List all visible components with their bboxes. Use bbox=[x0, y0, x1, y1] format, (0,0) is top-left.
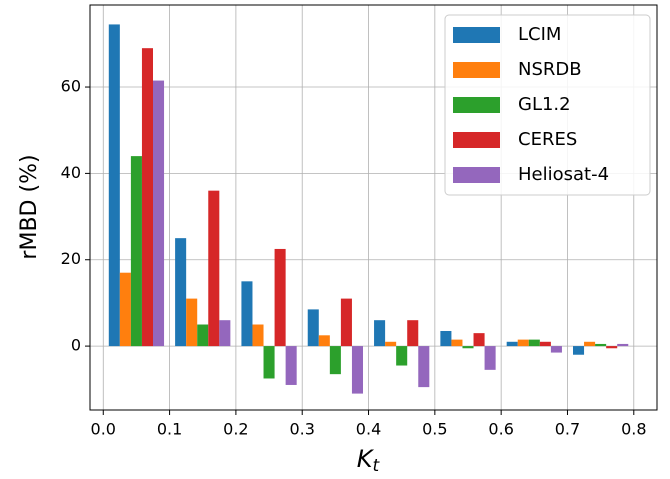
bar bbox=[374, 320, 386, 347]
y-axis-label: rMBD (%) bbox=[17, 154, 42, 259]
bar bbox=[407, 320, 419, 347]
bar bbox=[197, 324, 209, 347]
bar bbox=[108, 24, 120, 347]
plot-frame bbox=[89, 4, 658, 411]
legend-swatch bbox=[453, 97, 500, 113]
bar bbox=[329, 346, 341, 375]
bar bbox=[606, 346, 618, 349]
x-tick-label: 0.7 bbox=[555, 420, 580, 439]
y-tick-label: 60 bbox=[61, 77, 81, 96]
legend-swatch bbox=[453, 27, 500, 43]
bar bbox=[473, 333, 485, 347]
x-tick-label: 0.8 bbox=[621, 420, 646, 439]
legend-swatch bbox=[453, 62, 500, 78]
x-tick-label: 0.2 bbox=[223, 420, 248, 439]
x-tick-label: 0.1 bbox=[157, 420, 182, 439]
bar bbox=[274, 248, 286, 347]
bar bbox=[263, 346, 275, 379]
x-tick-label: 0.0 bbox=[91, 420, 116, 439]
bar bbox=[550, 346, 562, 353]
bar bbox=[517, 339, 529, 347]
bar bbox=[153, 80, 165, 347]
legend-swatch bbox=[453, 132, 500, 148]
bar bbox=[418, 346, 430, 388]
bar bbox=[219, 320, 231, 347]
x-tick-label: 0.5 bbox=[422, 420, 447, 439]
bar bbox=[119, 272, 131, 347]
bar bbox=[285, 346, 297, 385]
bar bbox=[484, 346, 496, 370]
bar bbox=[318, 335, 330, 347]
legend-label: LCIM bbox=[518, 24, 561, 45]
y-tick-label: 20 bbox=[61, 249, 81, 268]
y-tick-label: 0 bbox=[71, 336, 81, 355]
legend-label: CERES bbox=[518, 129, 577, 150]
x-tick-label: 0.6 bbox=[488, 420, 513, 439]
legend-swatch bbox=[453, 167, 500, 183]
y-tick-label: 40 bbox=[61, 163, 81, 182]
bar bbox=[340, 298, 352, 347]
bar bbox=[396, 346, 408, 366]
bar bbox=[351, 346, 363, 394]
x-axis-label-subscript: t bbox=[373, 456, 381, 476]
bar bbox=[252, 324, 264, 347]
bar bbox=[141, 48, 153, 347]
bar bbox=[584, 341, 596, 347]
bar bbox=[440, 330, 452, 347]
legend-label: NSRDB bbox=[518, 59, 582, 80]
bar bbox=[385, 341, 397, 347]
bar bbox=[241, 281, 253, 347]
bar bbox=[617, 343, 629, 347]
legend-label: Heliosat-4 bbox=[518, 164, 609, 185]
bar bbox=[539, 341, 551, 347]
bar bbox=[451, 339, 463, 347]
legend-label: GL1.2 bbox=[518, 94, 571, 115]
bar bbox=[186, 298, 198, 347]
x-tick-label: 0.4 bbox=[356, 420, 381, 439]
bar bbox=[130, 156, 142, 347]
bar bbox=[208, 190, 220, 347]
bar bbox=[506, 341, 518, 347]
legend: LCIM NSRDB GL1.2 CERES Heliosat-4 bbox=[444, 14, 651, 196]
bar bbox=[175, 238, 187, 347]
x-axis-label-base: K bbox=[357, 445, 375, 473]
bar bbox=[595, 343, 607, 347]
bar bbox=[462, 346, 474, 349]
bar bbox=[528, 339, 540, 347]
x-axis-label: Kt bbox=[357, 445, 381, 476]
bar bbox=[307, 309, 319, 347]
x-tick-label: 0.3 bbox=[289, 420, 314, 439]
bar bbox=[573, 346, 585, 355]
legend-frame bbox=[444, 14, 651, 196]
